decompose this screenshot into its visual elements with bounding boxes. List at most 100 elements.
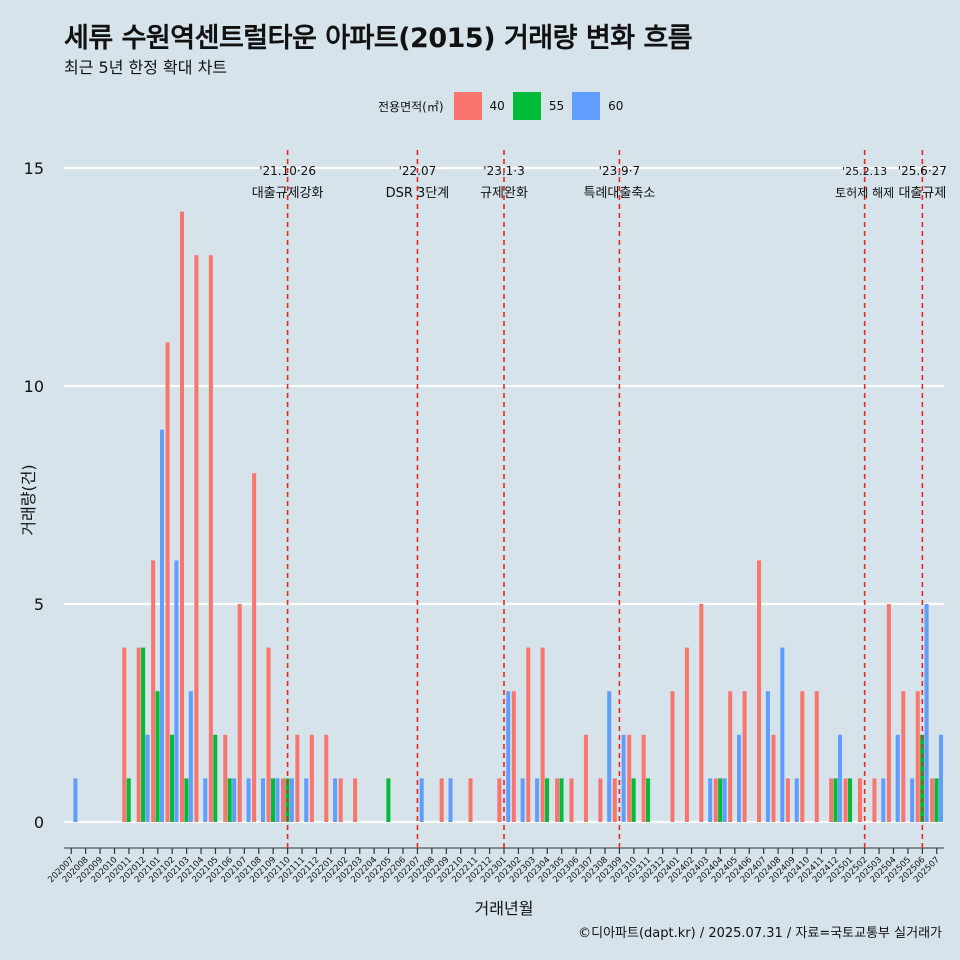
bar-40-202303 bbox=[526, 647, 531, 822]
bar-40-202402 bbox=[684, 647, 689, 822]
bar-40-202112 bbox=[309, 734, 314, 822]
bar-60-202104 bbox=[203, 778, 208, 822]
y-tick-label: 15 bbox=[24, 159, 44, 178]
bar-40-202306 bbox=[569, 778, 574, 822]
bar-60-202308 bbox=[607, 691, 612, 822]
bar-40-202304 bbox=[540, 647, 545, 822]
bar-60-202309 bbox=[621, 734, 626, 822]
bar-60-202505 bbox=[910, 778, 915, 822]
bar-55-202102 bbox=[169, 734, 175, 822]
bar-60-202207 bbox=[419, 778, 424, 822]
bar-40-202505 bbox=[901, 691, 906, 822]
bar-40-202102 bbox=[165, 342, 170, 822]
bar-55-202011 bbox=[126, 778, 131, 822]
bar-55-202109 bbox=[270, 778, 275, 822]
bar-55-202507 bbox=[934, 778, 939, 822]
bar-55-202101 bbox=[155, 691, 160, 822]
bar-40-202501 bbox=[843, 778, 848, 822]
y-tick-label: 0 bbox=[34, 813, 44, 832]
annotation-date: '25.2.13 bbox=[842, 165, 887, 178]
bar-40-202405 bbox=[728, 691, 733, 822]
bar-40-202308 bbox=[598, 778, 603, 822]
bar-60-202405 bbox=[737, 734, 742, 822]
bar-60-202012 bbox=[145, 734, 150, 822]
annotation-label: 특례대출축소 bbox=[584, 186, 656, 201]
bar-55-202305 bbox=[559, 778, 564, 822]
bar-60-202301 bbox=[506, 691, 511, 822]
bar-55-202103 bbox=[184, 778, 189, 822]
bar-55-202106 bbox=[227, 778, 232, 822]
bar-55-202412 bbox=[833, 778, 838, 822]
bar-60-202102 bbox=[174, 560, 179, 822]
bar-60-202007 bbox=[73, 778, 78, 822]
annotation-label: 토허제 해제 bbox=[835, 186, 894, 200]
bar-55-202501 bbox=[848, 778, 853, 822]
bar-60-202111 bbox=[304, 778, 309, 822]
bar-60-202407 bbox=[765, 691, 770, 822]
bar-60-202504 bbox=[895, 734, 900, 822]
bar-60-202201 bbox=[333, 778, 338, 822]
bar-60-202503 bbox=[881, 778, 886, 822]
bar-40-202108 bbox=[252, 473, 257, 822]
legend-item-60: 60 bbox=[572, 92, 623, 120]
bar-60-202209 bbox=[448, 778, 453, 822]
bar-40-202107 bbox=[237, 604, 242, 822]
legend-title: 전용면적(㎡) bbox=[378, 99, 444, 114]
bar-40-202302 bbox=[511, 691, 516, 822]
legend-swatch-40 bbox=[453, 92, 482, 120]
y-tick-label: 10 bbox=[24, 377, 44, 396]
bar-60-202302 bbox=[520, 778, 525, 822]
bar-40-202403 bbox=[699, 604, 704, 822]
bar-40-202504 bbox=[886, 604, 891, 822]
legend-label-40: 40 bbox=[489, 99, 505, 113]
legend-label-60: 60 bbox=[608, 99, 624, 113]
bar-40-202409 bbox=[785, 778, 790, 822]
bar-55-202304 bbox=[545, 778, 550, 822]
bar-40-202507 bbox=[930, 778, 935, 822]
bar-40-202201 bbox=[324, 734, 329, 822]
bar-60-202101 bbox=[159, 429, 165, 822]
bar-40-202407 bbox=[757, 560, 762, 822]
bar-40-202506 bbox=[915, 691, 920, 822]
bar-40-202311 bbox=[641, 734, 646, 822]
bar-40-202408 bbox=[771, 734, 776, 822]
bar-60-202108 bbox=[260, 778, 265, 822]
y-axis-title: 거래량(건) bbox=[19, 464, 38, 535]
bar-40-202202 bbox=[338, 778, 343, 822]
bar-60-202403 bbox=[708, 778, 713, 822]
legend: 전용면적(㎡) 40 55 60 bbox=[378, 92, 631, 120]
bar-55-202311 bbox=[646, 778, 651, 822]
annotation-label: 규제완화 bbox=[480, 186, 528, 201]
bar-40-202109 bbox=[266, 647, 271, 822]
source-caption: ©디아파트(dapt.kr) / 2025.07.31 / 자료=국토교통부 실… bbox=[578, 926, 942, 941]
annotation-date: '23.1·3 bbox=[483, 164, 524, 178]
bar-60-202303 bbox=[535, 778, 540, 822]
bar-40-202406 bbox=[742, 691, 747, 822]
bar-60-202109 bbox=[275, 778, 280, 822]
bar-40-202305 bbox=[555, 778, 560, 822]
bar-40-202203 bbox=[353, 778, 358, 822]
legend-item-55: 55 bbox=[512, 92, 565, 120]
bar-55-202310 bbox=[631, 778, 636, 822]
bar-40-202411 bbox=[814, 691, 819, 822]
legend-item-40: 40 bbox=[453, 92, 505, 120]
bar-60-202103 bbox=[188, 691, 193, 822]
bar-40-202502 bbox=[858, 778, 863, 822]
chart-title: 세류 수원역센트럴타운 아파트(2015) 거래량 변화 흐름 bbox=[64, 23, 693, 54]
bar-55-202404 bbox=[718, 778, 723, 822]
bar-40-202105 bbox=[208, 255, 213, 822]
bar-55-202012 bbox=[141, 647, 146, 822]
bar-60-202412 bbox=[838, 734, 843, 822]
annotation-date: '23.9·7 bbox=[599, 164, 640, 178]
bar-40-202404 bbox=[713, 778, 718, 822]
legend-label-55: 55 bbox=[548, 99, 565, 113]
bar-60-202409 bbox=[794, 778, 799, 822]
bar-60-202106 bbox=[232, 778, 237, 822]
bar-40-202412 bbox=[829, 778, 834, 822]
bar-40-202309 bbox=[612, 778, 617, 822]
annotation-label: DSR 3단계 bbox=[386, 186, 450, 201]
bar-40-202401 bbox=[670, 691, 675, 822]
annotation-date: '21.10·26 bbox=[259, 164, 316, 178]
bar-40-202111 bbox=[295, 734, 300, 822]
